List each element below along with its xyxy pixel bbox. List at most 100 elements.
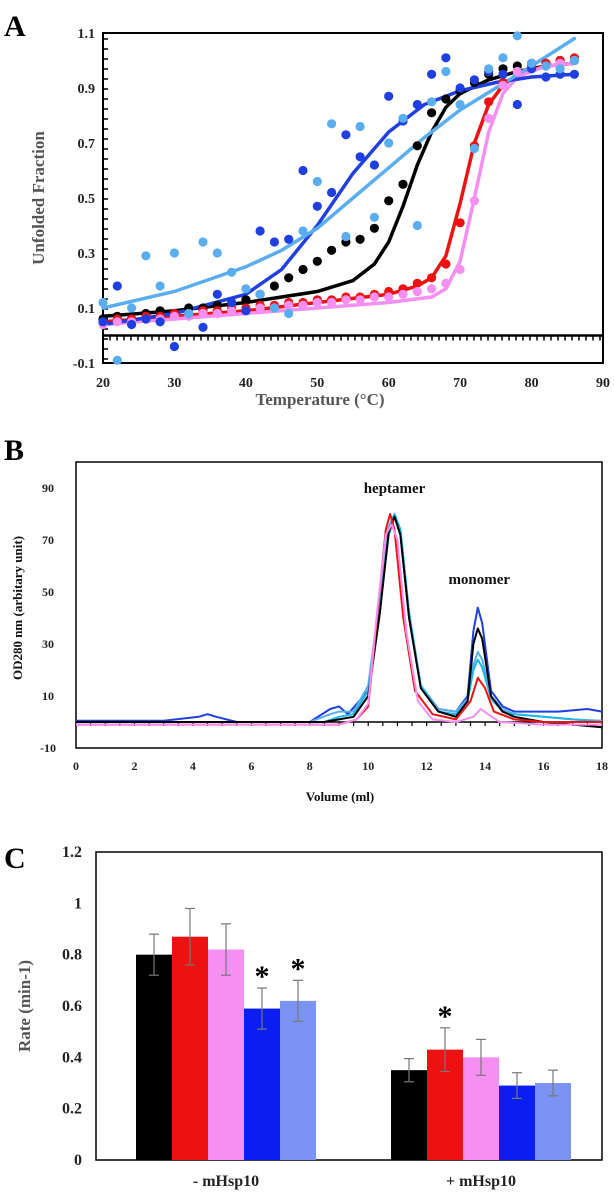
panel-a-point-3 [141,314,151,324]
panel-a-point-4 [298,226,308,236]
panel-b-label: B [4,434,24,467]
panel-a-frame [102,32,604,364]
panel-a-point-3 [98,317,108,327]
panel-a-point-0 [441,94,451,104]
panel-a-point-2 [227,306,237,316]
panel-c-ytick-label: 1.2 [62,844,82,861]
panel-a-point-1 [441,259,451,269]
panel-c-ytick-label: 0.4 [62,1049,82,1066]
panel-a-point-2 [198,308,208,319]
panel-a-xtick-label: 50 [310,376,324,391]
panel-a-point-2 [455,264,465,275]
panel-a-point-3 [369,160,379,170]
panel-a-point-4 [384,138,394,148]
panel-a-point-3 [169,341,179,352]
panel-b-xtick-label: 0 [73,759,79,773]
panel-a-point-4 [312,176,322,187]
panel-b-ytick-label: 70 [42,533,54,547]
panel-a-ytick-label: 0.7 [78,137,96,152]
panel-a-point-0 [427,108,437,118]
panel-a-point-2 [498,80,508,90]
panel-b-xtick-label: 6 [248,759,254,773]
panel-a-point-1 [412,278,422,288]
panel-a-point-3 [284,234,294,244]
panel-a-point-3 [255,226,265,236]
panel-a-point-4 [155,281,165,291]
panel-a-point-4 [555,64,565,74]
panel-a-point-3 [241,306,251,316]
panel-a-point-0 [355,234,365,244]
panel-a-point-4 [412,220,422,231]
panel-a-point-4 [355,121,365,132]
panel-a-point-3 [412,99,422,110]
panel-a-point-0 [384,196,394,206]
panel-a-point-1 [427,273,437,283]
panel-b-ytick-label: 30 [42,637,54,651]
panel-a-point-3 [469,75,479,85]
panel-a-point-3 [355,152,365,162]
panel-a-point-2 [312,297,322,308]
panel-b-xtick-label: 16 [538,759,550,773]
panel-a-point-1 [484,97,494,107]
panel-b-series-line-1 [76,513,603,723]
panel-b-annotation-1: monomer [448,572,510,588]
panel-a-point-0 [241,295,251,305]
panel-b-series-line-0 [76,515,603,723]
panel-a-point-4 [455,99,465,110]
panel-a-point-4 [269,303,279,313]
panel-a-point-2 [412,286,422,297]
panel-c-bar [244,1008,280,1160]
panel-a-ytick-label: 0.1 [78,302,96,317]
panel-a-point-4 [198,237,208,247]
panel-a-point-3 [312,201,322,211]
panel-a-point-2 [469,196,479,206]
panel-c-frame [95,851,603,1161]
panel-a-point-2 [369,292,379,302]
panel-a-point-4 [255,289,265,299]
panel-b-plot: 0 2 4 6 8 10 12 14 16 18 -10 10 30 50 70 90 heptamer mono… [40,461,608,773]
panel-a-point-4 [498,53,508,63]
panel-a-point-4 [284,308,294,319]
panel-a-point-3 [455,83,465,93]
panel-a-point-2 [341,295,351,305]
panel-a-point-2 [298,300,308,310]
panel-a-point-0 [398,179,408,189]
panel-a-point-4 [569,55,580,66]
panel-a-xtick-label: 20 [96,376,110,391]
panel-c-significance-star: * [291,952,306,985]
panel-a-plot: 20 30 40 50 60 70 80 90 -0.1 0.1 0.3 0.5 0.7 0.9 1.1 [73,27,610,391]
panel-b-annotation-0: heptamer [364,481,426,497]
panel-b-xtick-label: 4 [190,759,196,773]
panel-a-ytick-label: 1.1 [78,27,96,42]
panel-c-ytick-label: 0.6 [62,998,82,1015]
panel-b-xtick-label: 18 [596,759,608,773]
panel-a-label: A [4,10,26,43]
panel-b-series-line-5 [76,523,602,726]
panel-a-point-4 [541,61,551,71]
panel-c-ytick-label: 1 [74,895,82,912]
panel-a-ylabel: Unfolded Fraction [29,131,48,265]
panel-a-xtick-label: 70 [453,376,467,391]
panel-c-significance-star: * [255,960,270,993]
panel-a-fit-line-3 [101,72,577,327]
panel-a-ytick-label: 0.5 [78,192,96,207]
panel-a-point-4 [127,303,137,313]
panel-a-point-4 [469,143,479,154]
panel-a-point-4 [184,308,194,319]
panel-a-point-3 [384,91,394,101]
panel-b-xtick-label: 10 [362,759,374,773]
panel-a-point-4 [112,355,122,365]
panel-a-xtick-label: 60 [382,376,396,391]
panel-a-point-3 [127,319,137,330]
panel-b-xtick-label: 14 [479,759,491,773]
panel-b-series-line-2 [76,513,603,723]
panel-a-point-3 [298,165,308,176]
panel-c-bar [280,1000,316,1160]
panel-a-point-0 [298,264,308,275]
panel-a-point-4 [512,31,522,41]
panel-c-significance-star: * [438,1000,453,1033]
panel-a-fit-line-0 [101,61,577,319]
panel-b-xtick-label: 2 [131,759,137,773]
panel-a-point-4 [427,97,437,107]
